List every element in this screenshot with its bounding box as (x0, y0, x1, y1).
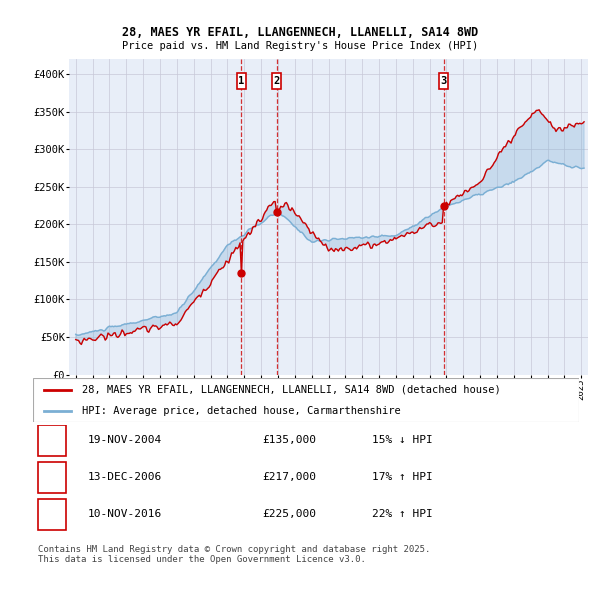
Text: 22% ↑ HPI: 22% ↑ HPI (371, 510, 432, 519)
Bar (38, 425, 66, 456)
Text: 19-NOV-2004: 19-NOV-2004 (88, 435, 162, 445)
Text: £217,000: £217,000 (262, 473, 316, 483)
Bar (439, 73, 448, 89)
Text: 1: 1 (238, 76, 245, 86)
Text: 2: 2 (274, 76, 280, 86)
Text: 1: 1 (49, 435, 55, 445)
Bar (272, 73, 281, 89)
Text: 2: 2 (49, 473, 55, 483)
Text: 3: 3 (440, 76, 447, 86)
Text: 17% ↑ HPI: 17% ↑ HPI (371, 473, 432, 483)
Bar (38, 462, 66, 493)
FancyBboxPatch shape (33, 378, 579, 422)
Text: 15% ↓ HPI: 15% ↓ HPI (371, 435, 432, 445)
Text: 28, MAES YR EFAIL, LLANGENNECH, LLANELLI, SA14 8WD (detached house): 28, MAES YR EFAIL, LLANGENNECH, LLANELLI… (82, 385, 501, 395)
Text: Price paid vs. HM Land Registry's House Price Index (HPI): Price paid vs. HM Land Registry's House … (122, 41, 478, 51)
Text: £135,000: £135,000 (262, 435, 316, 445)
Text: 13-DEC-2006: 13-DEC-2006 (88, 473, 162, 483)
Text: £225,000: £225,000 (262, 510, 316, 519)
Text: Contains HM Land Registry data © Crown copyright and database right 2025.
This d: Contains HM Land Registry data © Crown c… (38, 545, 431, 564)
Bar (237, 73, 246, 89)
Text: HPI: Average price, detached house, Carmarthenshire: HPI: Average price, detached house, Carm… (82, 406, 401, 416)
Text: 28, MAES YR EFAIL, LLANGENNECH, LLANELLI, SA14 8WD: 28, MAES YR EFAIL, LLANGENNECH, LLANELLI… (122, 26, 478, 39)
Bar (38, 499, 66, 530)
Text: 3: 3 (49, 510, 55, 519)
Text: 10-NOV-2016: 10-NOV-2016 (88, 510, 162, 519)
